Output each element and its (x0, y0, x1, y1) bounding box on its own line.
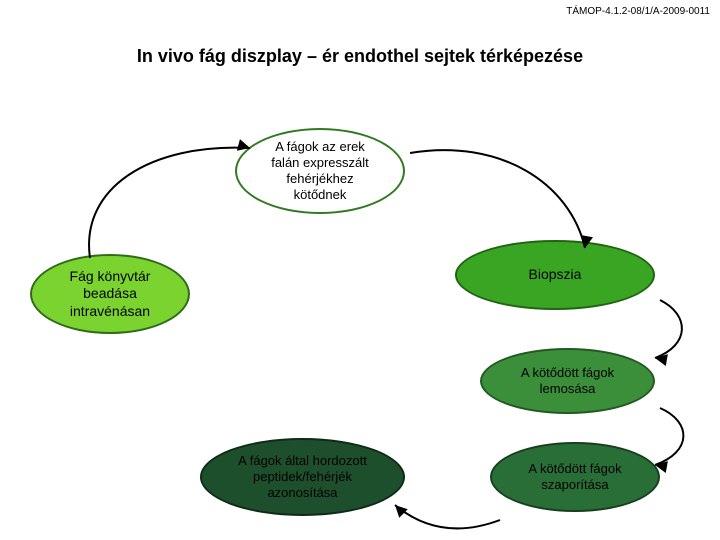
page-title: In vivo fág diszplay – ér endothel sejte… (0, 46, 720, 67)
arrow-a1 (70, 128, 270, 268)
node-n4: A kötődött fágok lemosása (480, 348, 655, 414)
node-n1: Fág könyvtár beadása intravénásan (30, 254, 190, 334)
node-n5: A kötődött fágok szaporítása (490, 442, 660, 512)
node-n3: Biopszia (455, 240, 655, 310)
node-n2: A fágok az erek falán expresszált fehérj… (235, 128, 405, 214)
header-code: TÁMOP-4.1.2-08/1/A-2009-0011 (566, 6, 710, 17)
node-n6: A fágok által hordozott peptidek/fehérjé… (200, 438, 405, 516)
